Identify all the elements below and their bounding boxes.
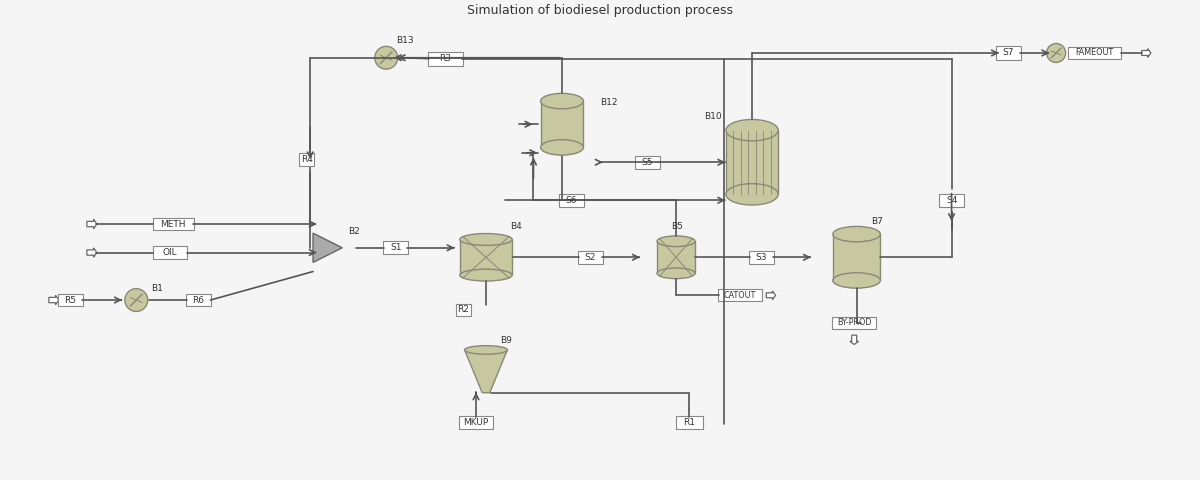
FancyBboxPatch shape — [996, 47, 1021, 60]
Ellipse shape — [833, 227, 881, 242]
Text: S4: S4 — [946, 196, 958, 205]
Text: S3: S3 — [756, 253, 767, 262]
Text: S6: S6 — [565, 196, 577, 205]
Text: S2: S2 — [584, 253, 596, 262]
Text: BY-PROD: BY-PROD — [836, 318, 871, 327]
Polygon shape — [726, 130, 778, 194]
Text: B5: B5 — [671, 222, 683, 231]
Text: CATOUT: CATOUT — [724, 291, 756, 300]
FancyBboxPatch shape — [559, 193, 584, 207]
FancyBboxPatch shape — [833, 317, 876, 329]
Ellipse shape — [658, 236, 695, 247]
Circle shape — [125, 288, 148, 312]
Polygon shape — [833, 234, 881, 280]
FancyBboxPatch shape — [676, 417, 703, 429]
Text: B9: B9 — [500, 336, 512, 345]
Ellipse shape — [658, 268, 695, 279]
FancyBboxPatch shape — [749, 251, 774, 264]
Text: B12: B12 — [600, 98, 618, 107]
Text: S7: S7 — [1003, 48, 1014, 58]
Ellipse shape — [541, 94, 583, 109]
Text: B13: B13 — [396, 36, 413, 46]
Text: R3: R3 — [439, 54, 451, 63]
FancyBboxPatch shape — [152, 246, 187, 259]
FancyBboxPatch shape — [635, 156, 660, 169]
FancyBboxPatch shape — [578, 251, 602, 264]
Text: OIL: OIL — [163, 248, 178, 257]
Text: S5: S5 — [642, 158, 653, 167]
Ellipse shape — [541, 140, 583, 155]
Text: R4: R4 — [301, 155, 312, 164]
FancyBboxPatch shape — [428, 51, 463, 66]
Polygon shape — [767, 291, 775, 300]
Circle shape — [374, 47, 397, 69]
Text: R5: R5 — [65, 296, 77, 304]
FancyBboxPatch shape — [940, 193, 964, 207]
Text: B10: B10 — [704, 112, 722, 121]
Polygon shape — [460, 240, 512, 275]
FancyBboxPatch shape — [186, 294, 211, 306]
Text: R6: R6 — [192, 296, 204, 304]
Text: METH: METH — [161, 219, 186, 228]
Polygon shape — [464, 350, 508, 393]
Text: R1: R1 — [683, 418, 695, 427]
Title: Simulation of biodiesel production process: Simulation of biodiesel production proce… — [467, 4, 733, 17]
Text: FAMEOUT: FAMEOUT — [1075, 48, 1114, 58]
Polygon shape — [658, 241, 695, 273]
Text: S1: S1 — [390, 243, 402, 252]
FancyBboxPatch shape — [58, 294, 83, 306]
Text: B7: B7 — [871, 217, 883, 226]
Polygon shape — [86, 219, 97, 228]
Polygon shape — [313, 233, 342, 263]
Text: B1: B1 — [151, 284, 163, 292]
Ellipse shape — [460, 269, 512, 281]
Text: B4: B4 — [510, 222, 522, 231]
Polygon shape — [86, 248, 97, 257]
Polygon shape — [541, 101, 583, 147]
FancyBboxPatch shape — [719, 289, 762, 301]
Ellipse shape — [833, 273, 881, 288]
Polygon shape — [1141, 48, 1151, 57]
Ellipse shape — [464, 346, 508, 354]
Text: MKUP: MKUP — [463, 418, 488, 427]
FancyBboxPatch shape — [458, 417, 493, 429]
Text: B2: B2 — [348, 227, 360, 236]
Polygon shape — [49, 295, 59, 305]
Ellipse shape — [726, 184, 778, 205]
FancyBboxPatch shape — [383, 241, 408, 254]
FancyBboxPatch shape — [152, 218, 193, 230]
Polygon shape — [850, 335, 858, 345]
FancyBboxPatch shape — [1068, 47, 1121, 59]
Circle shape — [1046, 44, 1066, 62]
Text: R2: R2 — [457, 305, 469, 314]
Ellipse shape — [460, 234, 512, 245]
Ellipse shape — [726, 120, 778, 141]
